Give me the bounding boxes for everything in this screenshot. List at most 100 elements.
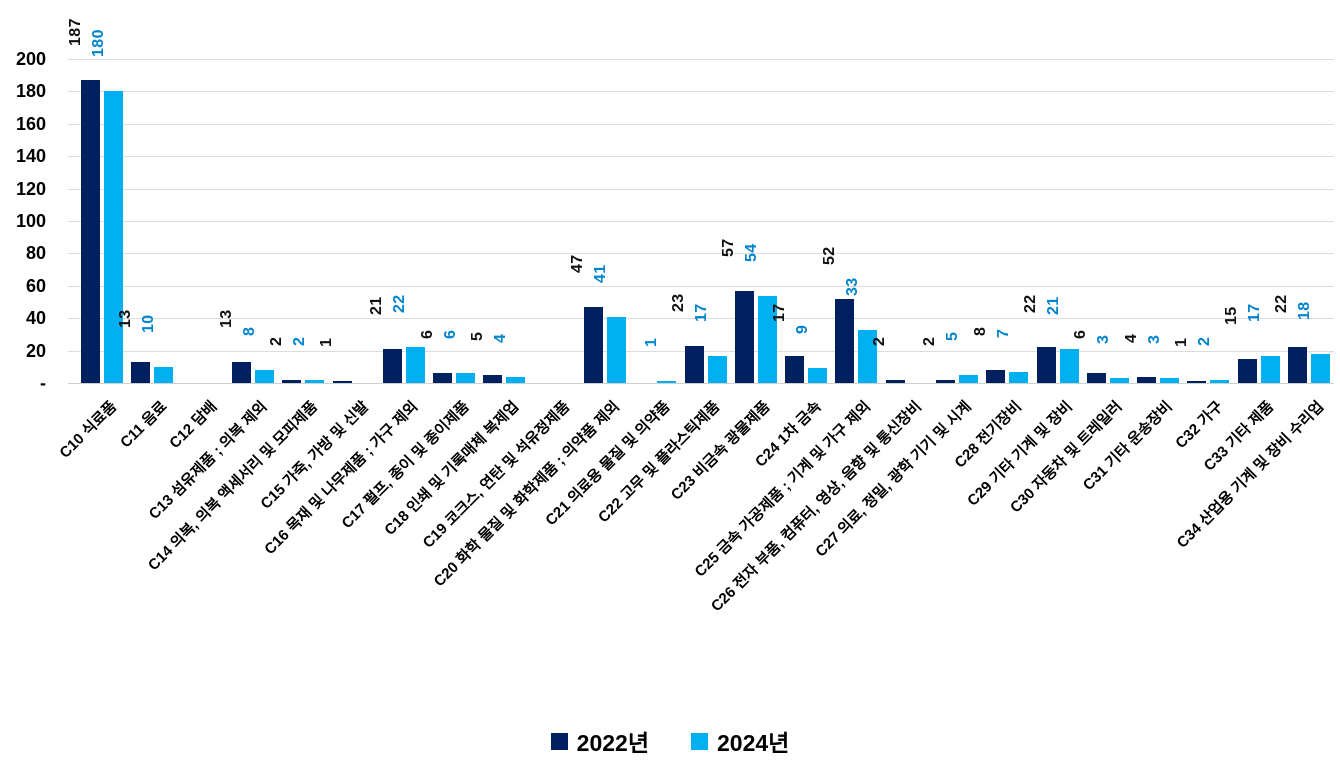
bar-2024년[interactable] [1210, 379, 1230, 383]
y-axis-tick-label: 180 [15, 81, 46, 102]
value-label-2022년: 8 [971, 326, 989, 336]
gridline [68, 285, 1334, 287]
bar-2024년[interactable] [757, 295, 777, 383]
bar-2024년[interactable] [657, 381, 677, 383]
legend-label: 2024년 [717, 730, 790, 756]
value-label-2022년: 4 [1122, 333, 1140, 343]
bar-2024년[interactable] [1310, 353, 1330, 383]
bar-2022년[interactable] [433, 373, 453, 383]
value-label-2022년: 1 [1172, 337, 1190, 347]
value-label-2022년: 17 [770, 302, 788, 322]
value-label-2024년: 1 [642, 337, 660, 347]
value-label-2024년: 7 [994, 328, 1012, 338]
value-label-2024년: 2 [290, 336, 308, 346]
bar-2024년[interactable] [506, 376, 526, 383]
x-axis-line [68, 383, 1334, 384]
legend-label: 2022년 [576, 730, 649, 756]
value-label-2024년: 21 [1045, 296, 1062, 315]
value-label-2022년: 47 [569, 254, 587, 273]
bar-2022년[interactable] [483, 374, 503, 383]
bar-2022년[interactable] [734, 290, 754, 383]
y-axis-tick-label: 120 [15, 178, 46, 199]
bar-2022년[interactable] [232, 361, 251, 383]
bar-2022년[interactable] [1086, 373, 1106, 383]
value-label-2024년: 6 [441, 329, 459, 340]
value-label-2024년: 3 [1095, 334, 1113, 345]
y-axis-tick-label: - [40, 373, 46, 393]
bar-2024년[interactable] [456, 373, 476, 383]
bar-2024년[interactable] [104, 91, 124, 383]
legend-swatch-2022-icon [550, 732, 568, 750]
value-label-2022년: 2 [267, 336, 285, 346]
bar-2024년[interactable] [958, 374, 978, 383]
bar-2022년[interactable] [986, 370, 1006, 383]
bar-2024년[interactable] [858, 329, 878, 383]
value-label-2024년: 33 [843, 276, 861, 296]
y-axis-tick-label: 40 [25, 308, 46, 329]
bar-2024년[interactable] [1160, 378, 1179, 383]
bar-2022년[interactable] [785, 355, 805, 383]
y-axis-tick-label: 100 [15, 211, 46, 231]
value-label-2022년: 15 [1223, 306, 1241, 325]
value-label-2024년: 4 [491, 333, 509, 343]
bar-2024년[interactable] [255, 370, 274, 383]
value-label-2022년: 23 [670, 293, 687, 312]
value-label-2022년: 57 [720, 238, 738, 257]
value-label-2024년: 54 [743, 242, 761, 262]
value-label-2024년: 8 [240, 326, 258, 336]
value-label-2022년: 13 [116, 309, 134, 328]
value-label-2024년: 17 [693, 302, 710, 322]
value-label-2022년: 2 [871, 336, 889, 346]
value-label-2022년: 187 [66, 18, 84, 47]
legend-item-2024[interactable]: 2024년 [691, 724, 789, 758]
x-axis-label: C11 음료 [117, 398, 171, 452]
bar-2022년[interactable] [1237, 358, 1257, 383]
bar-2022년[interactable] [835, 298, 855, 383]
bar-2022년[interactable] [684, 345, 704, 383]
bar-2024년[interactable] [808, 368, 828, 383]
bar-2024년[interactable] [707, 355, 727, 383]
gridline [68, 91, 1334, 93]
value-label-2024년: 9 [793, 325, 811, 335]
bar-2024년[interactable] [1109, 378, 1129, 383]
bar-2024년[interactable] [1260, 355, 1280, 383]
legend-swatch-2024-icon [691, 732, 708, 750]
legend-item-2022[interactable]: 2022년 [550, 724, 649, 758]
bar-2022년[interactable] [583, 306, 603, 383]
x-axis-label: C10 식료품 [56, 398, 121, 462]
x-axis-label: C20 화학 물질 및 화학제품 ; 의약품 제외 [430, 398, 623, 591]
value-label-2022년: 21 [368, 296, 386, 315]
y-axis-tick-label: 140 [15, 146, 46, 167]
bar-2024년[interactable] [1059, 349, 1079, 383]
bar-2022년[interactable] [1137, 376, 1156, 383]
y-axis-tick-label: 20 [25, 340, 46, 361]
value-label-2024년: 10 [139, 314, 157, 333]
bar-2024년[interactable] [305, 379, 325, 383]
y-axis-tick-label: 160 [15, 113, 46, 134]
bar-2022년[interactable] [885, 379, 905, 383]
bar-2022년[interactable] [81, 80, 101, 383]
gridline [68, 123, 1334, 125]
bar-2024년[interactable] [1009, 371, 1029, 383]
bar-2024년[interactable] [606, 316, 626, 383]
bar-2022년[interactable] [1187, 381, 1207, 383]
value-label-2022년: 52 [820, 246, 838, 265]
gridline [68, 156, 1334, 158]
bar-2022년[interactable] [282, 379, 302, 383]
value-label-2022년: 6 [1072, 329, 1090, 340]
bar-2022년[interactable] [332, 381, 352, 383]
bar-2022년[interactable] [382, 349, 402, 383]
value-label-2024년: 2 [1195, 336, 1213, 346]
bar-2024년[interactable] [154, 366, 174, 383]
bar-2024년[interactable] [405, 347, 425, 383]
bar-2022년[interactable] [131, 361, 151, 383]
value-label-2024년: 5 [944, 331, 962, 341]
y-axis-tick-label: 60 [25, 275, 46, 296]
bar-2022년[interactable] [1036, 347, 1056, 383]
gridline [68, 318, 1334, 320]
gridline [68, 221, 1334, 222]
bar-2022년[interactable] [935, 379, 955, 383]
value-label-2022년: 5 [468, 331, 486, 341]
bar-2022년[interactable] [1287, 347, 1307, 383]
